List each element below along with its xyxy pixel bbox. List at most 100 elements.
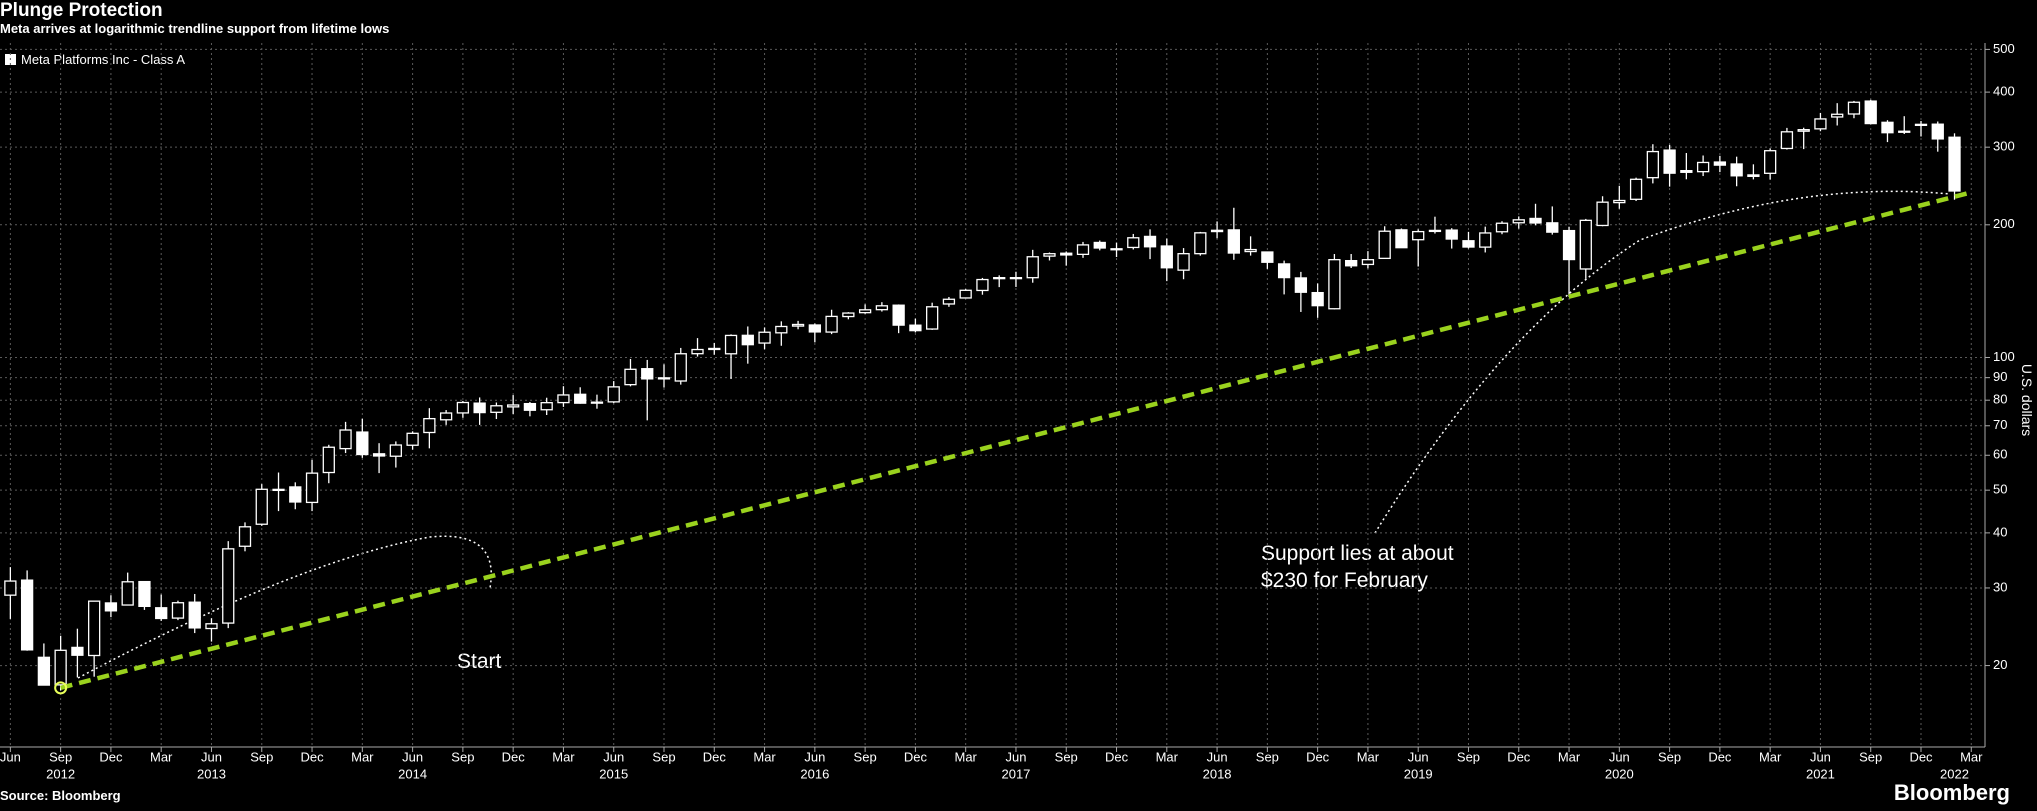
candle-body [289, 486, 302, 503]
candle-body [389, 444, 402, 457]
candle-body [1579, 219, 1592, 270]
y-tick-label: 400 [1993, 84, 2015, 99]
candle-body [490, 405, 503, 413]
candle-body [1546, 222, 1559, 233]
x-tick-label: Jun [804, 749, 825, 764]
legend-label: Meta Platforms Inc - Class A [21, 52, 185, 67]
x-year-label: 2018 [1203, 766, 1232, 781]
candle-body [1764, 150, 1777, 174]
x-year-label: 2017 [1001, 766, 1030, 781]
candle-body [1143, 235, 1157, 248]
candle-body [1060, 252, 1073, 256]
annotation: $230 for February [1261, 569, 1428, 592]
candle-body [20, 579, 34, 651]
candle-body [1043, 253, 1056, 257]
x-tick-label: Dec [1105, 749, 1129, 764]
candle-body [4, 580, 17, 596]
x-tick-label: Sep [1859, 749, 1882, 764]
x-tick-label: Dec [1507, 749, 1531, 764]
candle-body [71, 646, 84, 656]
x-tick-label: Sep [1658, 749, 1681, 764]
y-tick-label: 60 [1993, 447, 2007, 462]
candle-body [1831, 113, 1844, 118]
x-tick-label: Jun [0, 749, 21, 764]
candle-body [808, 324, 821, 333]
candle-body [155, 607, 168, 620]
x-tick-label: Dec [502, 749, 526, 764]
candle-body [188, 601, 201, 629]
candle-body [1277, 263, 1291, 279]
y-tick-label: 80 [1993, 392, 2007, 407]
candle-body [926, 306, 939, 330]
x-tick-label: Jun [1005, 749, 1026, 764]
y-tick-label: 300 [1993, 139, 2015, 154]
x-tick-label: Mar [1357, 749, 1380, 764]
candle-body [406, 432, 419, 446]
y-tick-label: 20 [1993, 657, 2007, 672]
x-tick-label: Mar [1558, 749, 1581, 764]
x-tick-label: Sep [854, 749, 877, 764]
source: Source: Bloomberg [0, 788, 121, 803]
candle-body [1931, 123, 1944, 140]
x-tick-label: Dec [703, 749, 727, 764]
candle-body [473, 402, 486, 414]
candle-body [574, 393, 587, 404]
chart-subtitle: Meta arrives at logarithmic trendline su… [0, 21, 389, 36]
candle-body [540, 402, 553, 411]
y-tick-label: 500 [1993, 41, 2015, 56]
candle-body [222, 548, 235, 624]
candle-body [1210, 229, 1224, 233]
trendline-start [54, 681, 68, 695]
x-tick-label: Dec [904, 749, 928, 764]
candle-body [976, 278, 989, 292]
x-year-label: 2013 [197, 766, 226, 781]
candle-body [708, 347, 721, 351]
candle-body [1428, 229, 1442, 233]
candle-body [909, 324, 922, 332]
candle-body [205, 623, 218, 630]
candle-body [1378, 230, 1391, 260]
x-tick-label: Mar [552, 749, 575, 764]
candle-body [238, 526, 252, 547]
candle-body [138, 580, 151, 608]
candle-body [121, 581, 134, 606]
candle-body [825, 315, 838, 333]
candle-body [1680, 169, 1693, 173]
candle-body [1026, 256, 1039, 279]
x-tick-label: Dec [99, 749, 123, 764]
candle-body [791, 323, 805, 327]
candle-body [1814, 118, 1827, 130]
candle-body [1009, 276, 1023, 280]
candle-body [1696, 161, 1710, 173]
candle-body [993, 277, 1006, 280]
candle-body [741, 334, 754, 346]
candle-body [507, 404, 520, 408]
candle-body [356, 431, 369, 456]
candle-body [1361, 259, 1375, 266]
x-year-label: 2019 [1404, 766, 1433, 781]
y-tick-label: 200 [1993, 216, 2015, 231]
x-tick-label: Jun [1609, 749, 1630, 764]
trendline [60, 190, 1972, 691]
candle-body [1261, 251, 1274, 263]
candle-body [456, 401, 470, 414]
x-tick-label: Sep [1055, 749, 1078, 764]
candle-body [1244, 248, 1257, 253]
candle-body [1294, 277, 1308, 293]
candle-body [1227, 229, 1240, 254]
x-tick-label: Dec [1708, 749, 1732, 764]
candle-body [607, 386, 620, 403]
candle-body [892, 304, 905, 326]
x-tick-label: Dec [1306, 749, 1330, 764]
candle-body [1479, 232, 1492, 248]
candle-body [1881, 121, 1894, 134]
candle-body [1663, 149, 1676, 174]
x-year-label: 2016 [800, 766, 829, 781]
axes: 20 30 40 50 60 70 80 90 100 200 300 400 500 Jun Sep Dec… [0, 41, 2015, 782]
x-year-label: 2021 [1806, 766, 1835, 781]
x-tick-label: Sep [49, 749, 72, 764]
x-tick-label: Jun [603, 749, 624, 764]
candle-body [1629, 178, 1643, 200]
candle-body [691, 348, 704, 355]
x-tick-label: Sep [652, 749, 675, 764]
